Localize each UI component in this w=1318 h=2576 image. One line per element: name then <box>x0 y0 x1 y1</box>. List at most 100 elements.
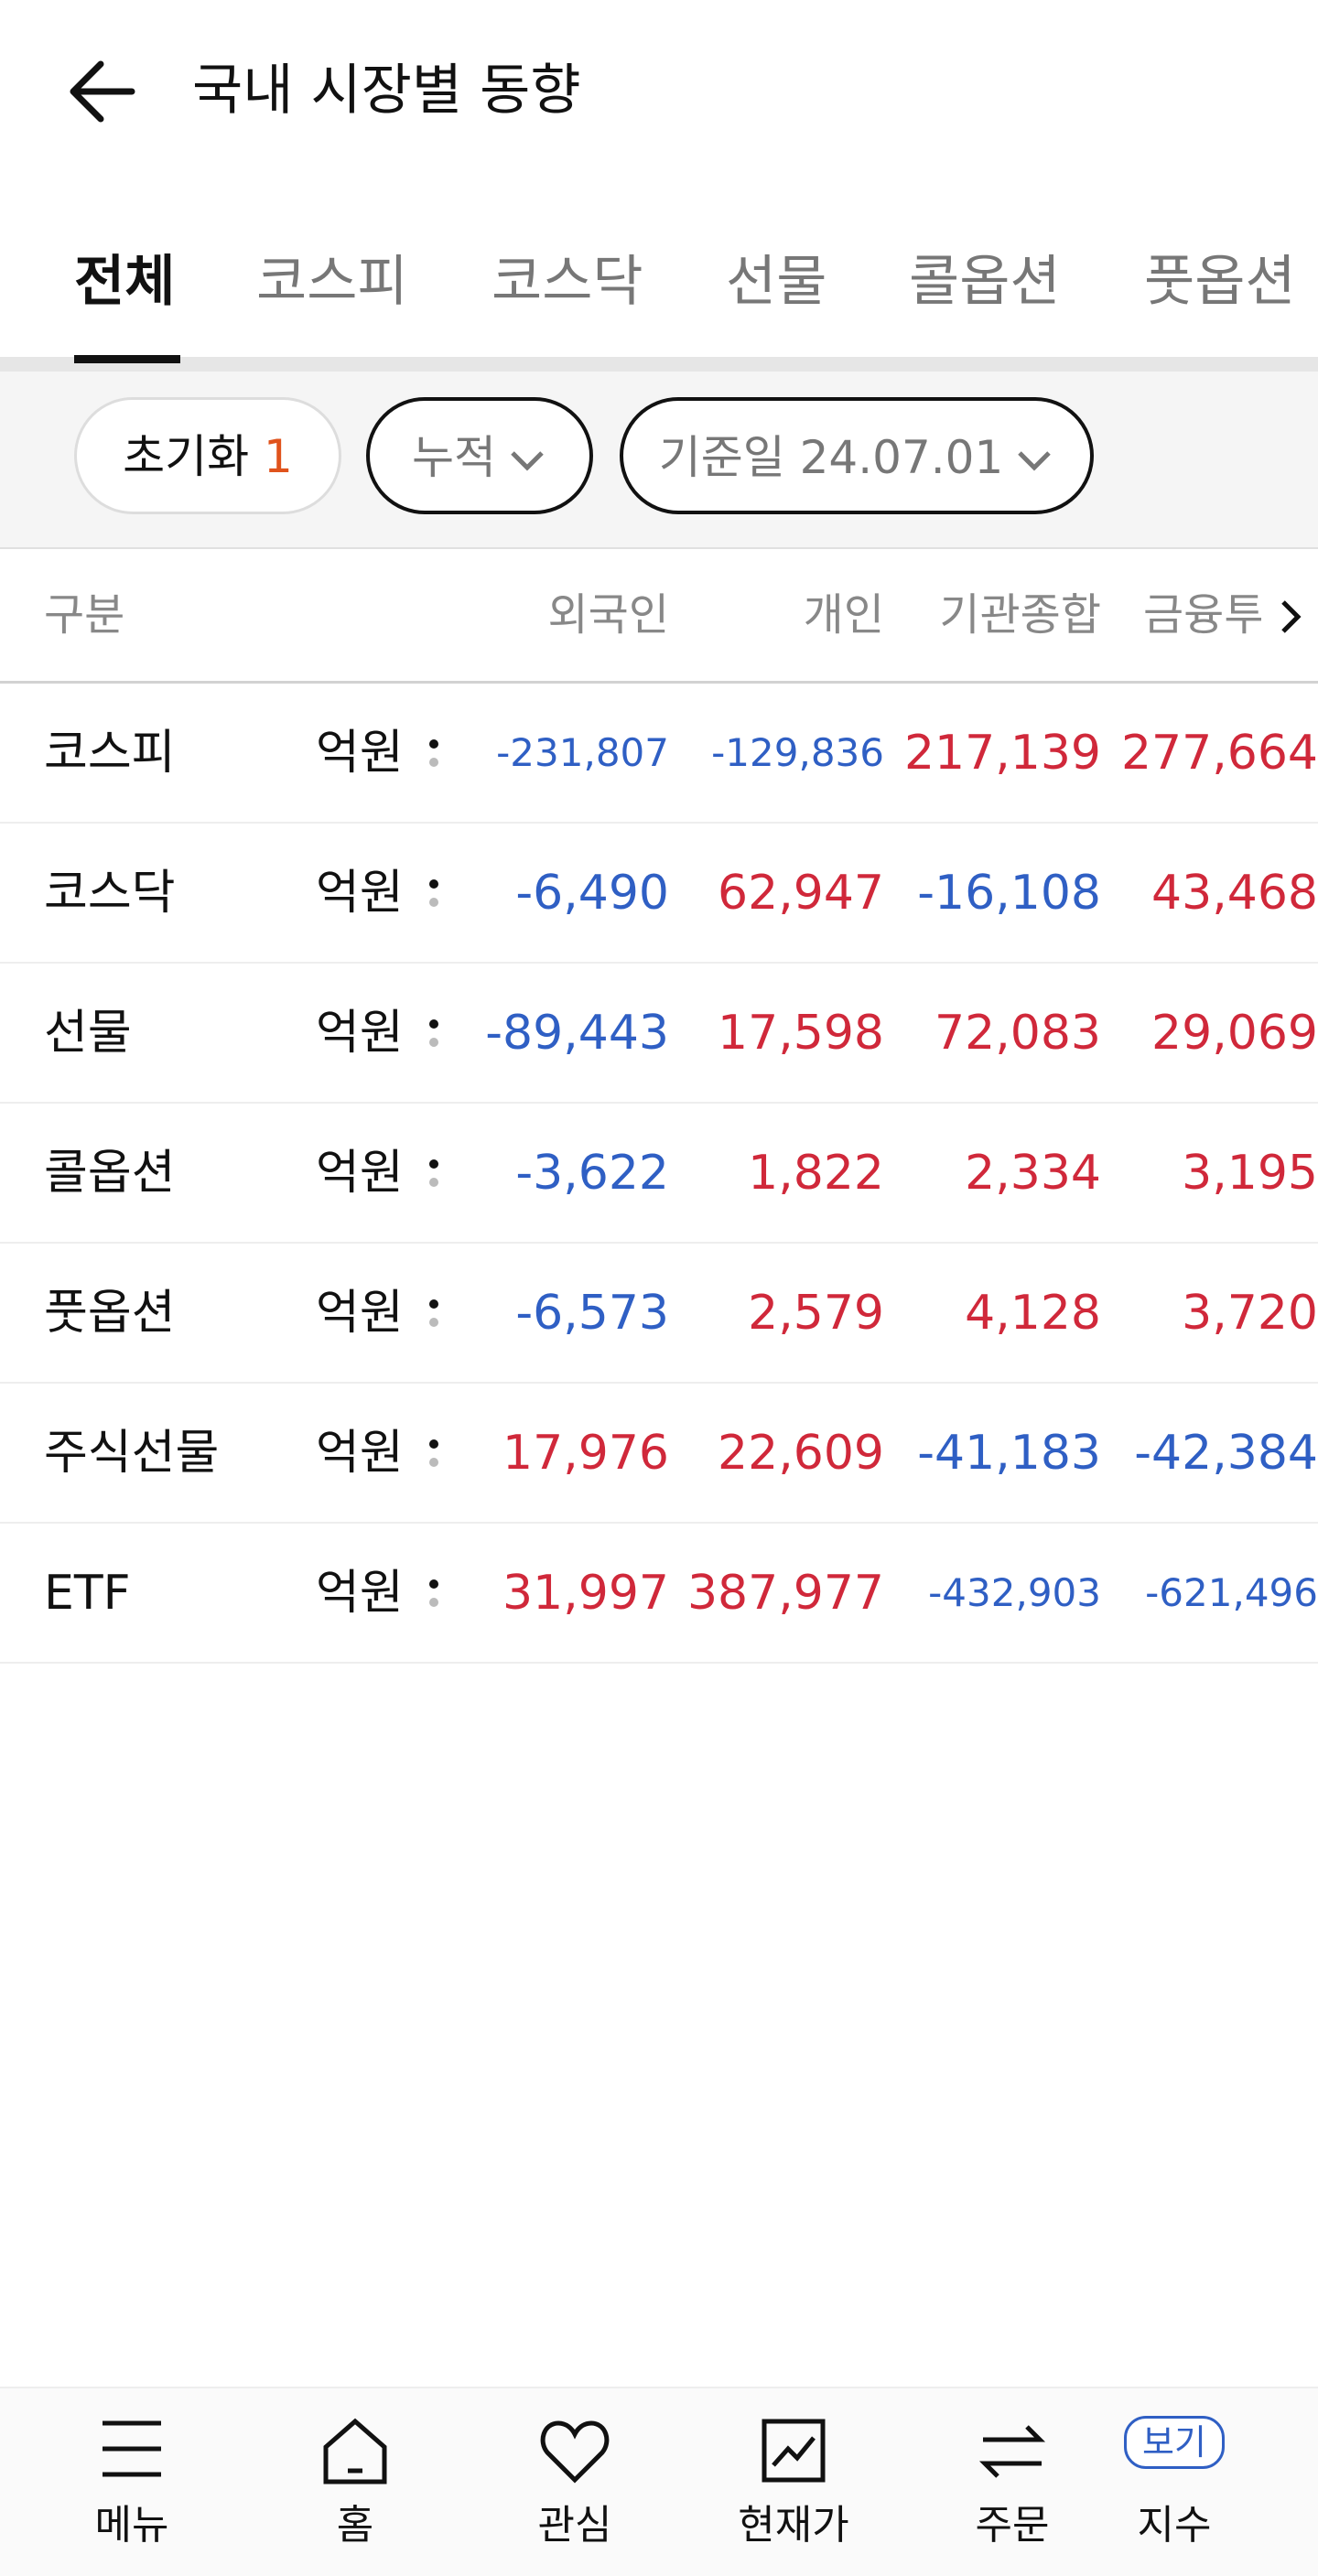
value-cell: -6,573 <box>515 1286 669 1341</box>
icon <box>978 2425 1046 2478</box>
row-name: 풋옵션 <box>44 1286 176 1341</box>
row-name: 콜옵션 <box>44 1146 176 1201</box>
tab[interactable]: 선물 <box>726 250 827 314</box>
value-cell: 3,720 <box>1182 1286 1318 1341</box>
bottom-nav <box>0 2387 1318 2576</box>
row-unit: 억원 <box>316 866 404 921</box>
value-cell: 217,139 <box>903 726 1101 781</box>
more-icon[interactable] <box>428 1017 439 1050</box>
value-cell: 17,598 <box>718 1006 884 1061</box>
dots <box>429 1299 438 1327</box>
nav-icon[interactable] <box>538 2414 611 2487</box>
value-cell: -621,496 <box>1145 1570 1318 1615</box>
value-cell: 22,609 <box>718 1426 884 1481</box>
row-unit: 억원 <box>316 1006 404 1061</box>
tab[interactable]: 풋옵션 <box>1144 250 1296 314</box>
value-cell: -16,108 <box>917 866 1101 921</box>
value-cell: 277,664 <box>1120 726 1318 781</box>
icon <box>762 2419 826 2483</box>
nav-icon[interactable] <box>95 2414 168 2487</box>
tab-divider <box>0 357 1318 364</box>
chevron <box>511 451 544 471</box>
row-divider <box>0 962 1318 964</box>
nav-label[interactable]: 메뉴 <box>94 2502 169 2549</box>
row-name: 코스닥 <box>44 866 176 921</box>
row-unit: 억원 <box>316 1566 404 1621</box>
mode-label: 누적 <box>412 431 496 484</box>
tab[interactable]: 전체 <box>74 250 176 314</box>
row-unit: 억원 <box>316 1286 404 1341</box>
nav-icon[interactable] <box>757 2414 830 2487</box>
icon <box>540 2420 610 2484</box>
row-unit: 억원 <box>316 1146 404 1201</box>
back-button[interactable] <box>64 55 141 128</box>
nav-label[interactable]: 홈 <box>336 2502 374 2549</box>
dots <box>429 1439 438 1467</box>
value-cell: 2,334 <box>965 1146 1101 1201</box>
chevron-right <box>1281 600 1302 633</box>
dots <box>429 739 438 767</box>
chevron <box>1018 451 1052 471</box>
value-cell: 43,468 <box>1151 866 1318 921</box>
more-icon[interactable] <box>428 737 439 770</box>
nav-badge[interactable]: 보기 <box>1124 2416 1225 2469</box>
reset-button[interactable]: 초기화 1 <box>74 397 341 514</box>
row-name: ETF <box>44 1566 131 1621</box>
column-header: 구분 <box>44 589 125 641</box>
row-divider <box>0 1102 1318 1104</box>
dots <box>429 1019 438 1047</box>
value-cell: 4,128 <box>965 1286 1101 1341</box>
dots <box>429 1159 438 1187</box>
row-divider <box>0 1382 1318 1384</box>
tab[interactable]: 코스피 <box>256 250 408 314</box>
row-unit: 억원 <box>316 726 404 781</box>
active-tab-indicator <box>74 355 180 363</box>
nav-label[interactable]: 현재가 <box>738 2502 849 2549</box>
value-cell: 1,822 <box>748 1146 884 1201</box>
value-cell: 2,579 <box>748 1286 884 1341</box>
row-divider <box>0 1662 1318 1664</box>
row-divider <box>0 1522 1318 1524</box>
scroll-indicator[interactable] <box>1261 549 1318 681</box>
nav-icon[interactable] <box>976 2414 1049 2487</box>
tab[interactable]: 콜옵션 <box>909 250 1061 314</box>
more-icon[interactable] <box>428 1437 439 1470</box>
value-cell: 3,195 <box>1182 1146 1318 1201</box>
value-cell: 387,977 <box>686 1566 884 1621</box>
row-name: 코스피 <box>44 726 176 781</box>
more-icon[interactable] <box>428 1157 439 1190</box>
value-cell: 31,997 <box>502 1566 669 1621</box>
date-select[interactable]: 기준일 24.07.01 <box>620 397 1094 514</box>
value-cell: -432,903 <box>928 1570 1101 1615</box>
row-name: 선물 <box>44 1006 132 1061</box>
value-cell: -231,807 <box>496 730 669 775</box>
mode-select[interactable]: 누적 <box>366 397 593 514</box>
more-icon[interactable] <box>428 1297 439 1330</box>
icon <box>323 2418 387 2484</box>
row-divider <box>0 1242 1318 1244</box>
value-cell: -41,183 <box>917 1426 1101 1481</box>
reset-label: 초기화 <box>123 430 250 483</box>
nav-label[interactable]: 지수 <box>1137 2502 1212 2549</box>
nav-label[interactable]: 주문 <box>975 2502 1050 2549</box>
row-name: 주식선물 <box>44 1426 220 1481</box>
nav-label[interactable]: 관심 <box>537 2502 612 2549</box>
reset-count: 1 <box>264 430 293 483</box>
column-header: 개인 <box>803 589 884 641</box>
tab[interactable]: 코스닥 <box>492 250 643 314</box>
nav-icon[interactable] <box>319 2414 392 2487</box>
page-title: 국내 시장별 동향 <box>192 59 581 123</box>
value-cell: -3,622 <box>515 1146 669 1201</box>
row-unit: 억원 <box>316 1426 404 1481</box>
date-label: 기준일 24.07.01 <box>658 431 1004 484</box>
value-cell: -42,384 <box>1134 1426 1318 1481</box>
table-header <box>0 547 1318 684</box>
more-icon[interactable] <box>428 877 439 910</box>
column-header: 외국인 <box>547 589 669 641</box>
value-cell: 17,976 <box>502 1426 669 1481</box>
value-cell: -129,836 <box>711 730 884 775</box>
more-icon[interactable] <box>428 1577 439 1610</box>
value-cell: -89,443 <box>485 1006 669 1061</box>
